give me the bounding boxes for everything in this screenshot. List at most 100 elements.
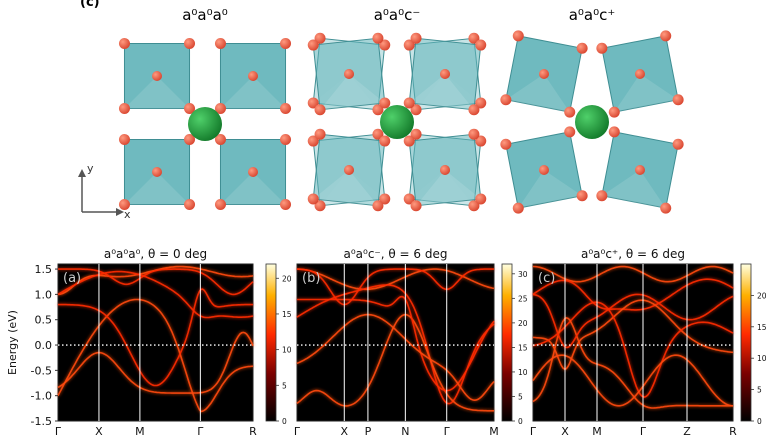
oxygen-atom — [512, 30, 524, 42]
kpoint-label: M — [489, 425, 499, 438]
oxygen-atom — [475, 39, 487, 51]
oxygen-atom — [314, 200, 326, 212]
octahedron-facet — [124, 76, 190, 109]
kpoint-label: N — [401, 425, 409, 438]
octahedron-facet — [124, 172, 190, 205]
band-line — [532, 354, 734, 407]
a-site-cation — [188, 107, 222, 141]
colorbar-tick-label: 10 — [757, 354, 767, 363]
y-axis-title: Energy (eV) — [6, 310, 19, 375]
oxygen-atom — [512, 202, 524, 214]
oxygen-atom — [184, 199, 196, 211]
oxygen-atom — [596, 42, 608, 54]
octahedron-facet — [409, 74, 474, 110]
oxygen-atom — [307, 135, 319, 147]
oxygen-atom — [280, 103, 292, 115]
oxygen-atom — [468, 128, 480, 140]
oxygen-atom — [184, 103, 196, 115]
oxygen-atom — [468, 104, 480, 116]
oxygen-atom — [379, 97, 391, 109]
octahedron-facet — [416, 170, 481, 206]
oxygen-atom — [564, 126, 576, 138]
band-panel: Γ X M Γ R (a) a⁰a⁰a⁰, θ = 0 deg 20 15 10 5 0 — [55, 247, 292, 438]
oxygen-atom — [440, 69, 450, 79]
kpoint-label: Γ — [294, 425, 301, 438]
oxygen-atom — [576, 190, 588, 202]
structure-title: a⁰a⁰c⁺ — [569, 6, 616, 24]
oxygen-atom — [344, 165, 354, 175]
kpoint-label: P — [365, 425, 372, 438]
energy-axis: 1.5 1.0 0.5 0.0 -0.5 -1.0 -1.5 Energy (eV) — [6, 263, 58, 428]
kpoint-label: R — [249, 425, 257, 438]
band-panel: Γ X P N Γ M (b) a⁰a⁰c⁻, θ = 6 deg 30 25 20 15 10 5 0 — [294, 247, 528, 438]
oxygen-atom — [280, 37, 292, 49]
oxygen-atom — [118, 103, 130, 115]
oxygen-atom — [672, 138, 684, 150]
plot-title: a⁰a⁰c⁺, θ = 6 deg — [581, 247, 685, 261]
structure-title: a⁰a⁰c⁻ — [374, 6, 421, 24]
octahedron-facet — [220, 76, 286, 109]
kpoint-label: R — [729, 425, 737, 438]
colorbar-tick-label: 30 — [518, 270, 528, 279]
structure-zero — [118, 37, 292, 211]
octahedron-facet — [518, 170, 583, 209]
oxygen-atom — [344, 69, 354, 79]
oxygen-atom — [596, 190, 608, 202]
oxygen-atom — [214, 133, 226, 145]
oxygen-atom — [410, 104, 422, 116]
oxygen-atom — [372, 200, 384, 212]
band-line — [297, 295, 495, 392]
panel-label: (a) — [63, 271, 81, 286]
oxygen-atom — [500, 138, 512, 150]
panel-tag: (c) — [80, 0, 100, 10]
oxygen-atom — [184, 37, 196, 49]
oxygen-atom — [379, 135, 391, 147]
oxygen-atom — [307, 193, 319, 205]
band-line — [296, 313, 495, 402]
oxygen-atom — [539, 69, 549, 79]
kpoint-label: M — [592, 425, 602, 438]
oxygen-atom — [372, 32, 384, 44]
band-line — [58, 288, 253, 387]
oxygen-atom — [280, 133, 292, 145]
x-axis-label: x — [124, 208, 131, 221]
band-panel: Γ X M Γ Z R (c) a⁰a⁰c⁺, θ = 6 deg 20 15 10 5 0 — [530, 247, 767, 438]
panel-label: (b) — [302, 271, 320, 286]
a-site-cation — [380, 105, 414, 139]
ytick-label: -0.5 — [31, 364, 52, 377]
kpoint-label: Γ — [444, 425, 451, 438]
oxygen-atom — [118, 37, 130, 49]
oxygen-atom — [307, 97, 319, 109]
band-line — [532, 301, 734, 398]
oxygen-atom — [500, 94, 512, 106]
band-lines — [532, 265, 734, 409]
oxygen-atom — [403, 97, 415, 109]
kpoint-label: Γ — [640, 425, 647, 438]
band-line — [57, 298, 254, 413]
oxygen-atom — [564, 106, 576, 118]
octahedron-facet — [313, 170, 378, 206]
band-lines — [296, 268, 495, 412]
band-line — [532, 299, 734, 371]
band-line — [297, 268, 494, 306]
colorbar — [265, 263, 277, 422]
band-line — [296, 313, 494, 412]
structure-plus — [500, 30, 684, 214]
a-site-cation — [575, 105, 609, 139]
kpoint-label: X — [95, 425, 103, 438]
oxygen-atom — [118, 133, 130, 145]
oxygen-atom — [576, 42, 588, 54]
oxygen-atom — [248, 71, 258, 81]
oxygen-atom — [214, 103, 226, 115]
kpoint-label: M — [135, 425, 145, 438]
band-line — [57, 270, 254, 319]
perovskite-structures — [118, 30, 684, 214]
oxygen-atom — [118, 199, 130, 211]
ytick-label: 0.5 — [35, 314, 53, 327]
kpoint-label: Z — [683, 425, 691, 438]
plot-title: a⁰a⁰a⁰, θ = 0 deg — [104, 247, 207, 261]
kpoint-label: X — [561, 425, 569, 438]
oxygen-atom — [539, 165, 549, 175]
